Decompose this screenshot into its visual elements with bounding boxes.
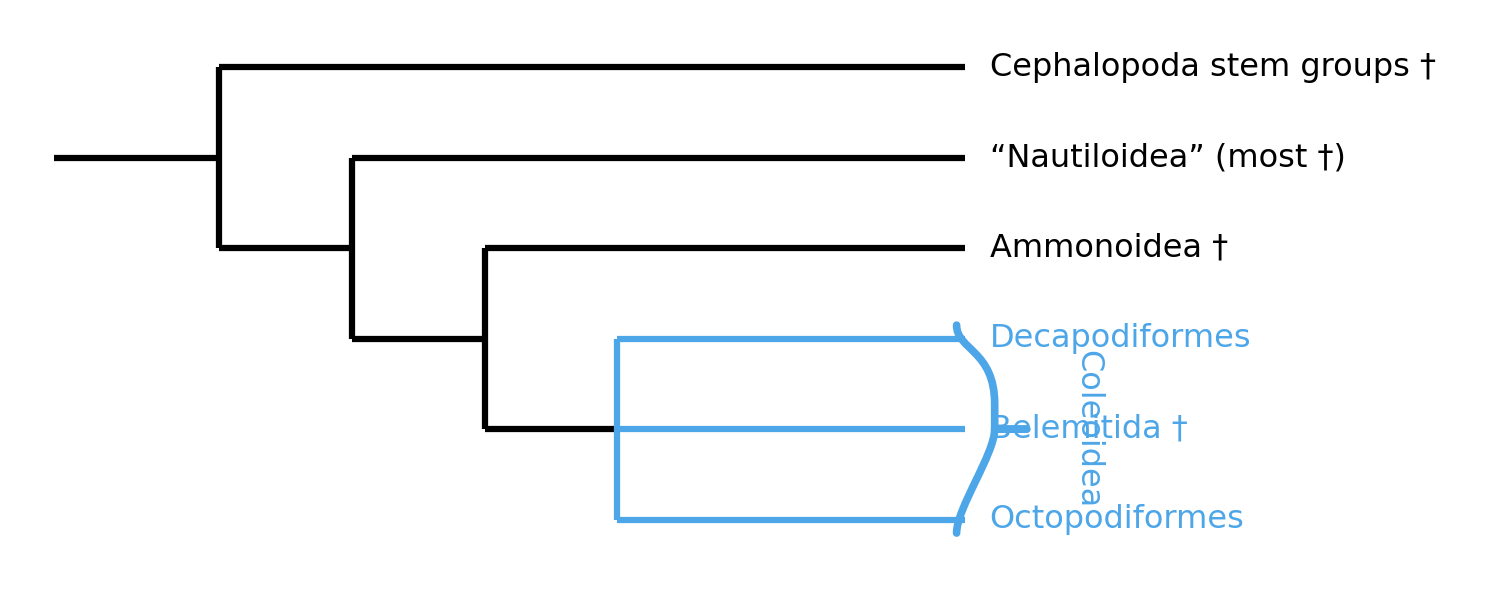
- Text: Belemitida †: Belemitida †: [990, 414, 1188, 445]
- Text: Octopodiformes: Octopodiformes: [990, 504, 1245, 535]
- Text: Ammonoidea †: Ammonoidea †: [990, 233, 1228, 264]
- Text: Cephalopoda stem groups †: Cephalopoda stem groups †: [990, 52, 1436, 83]
- Text: Coleoidea: Coleoidea: [1072, 350, 1104, 508]
- Text: “Nautiloidea” (most †): “Nautiloidea” (most †): [990, 142, 1346, 173]
- Text: Decapodiformes: Decapodiformes: [990, 323, 1251, 354]
